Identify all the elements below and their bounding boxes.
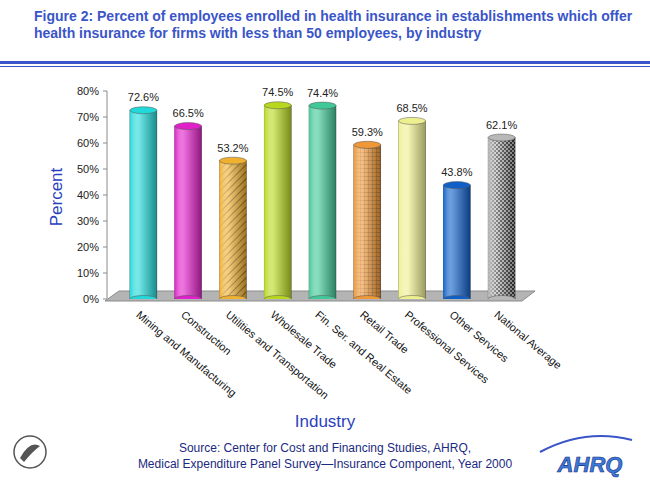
y-tick-label: 10% [77,267,99,279]
bar-shade [443,185,470,299]
y-tick [103,273,107,274]
data-label: 74.4% [307,87,338,99]
bar-base [264,296,291,300]
bar-base [399,296,426,300]
x-tick-label: Mining and Manufacturing [134,308,239,399]
bars [130,102,515,299]
bar [130,110,157,299]
bar-shade [264,105,291,299]
x-tick-label: National Average [492,308,564,371]
data-label: 62.1% [486,119,517,131]
y-tick-label: 70% [77,111,99,123]
title-rule [0,61,650,64]
y-tick-label: 20% [77,241,99,253]
bar-shade [175,126,202,299]
bar-base [130,296,157,300]
data-label: 68.5% [396,102,427,114]
bar-shade [309,106,336,299]
data-label: 43.8% [441,166,472,178]
bar [443,185,470,299]
y-tick [103,91,107,92]
data-label: 53.2% [217,142,248,154]
data-label: 74.5% [262,86,293,98]
bar-base [354,296,381,300]
x-tick-label: Professional Services [403,308,492,386]
bar-top [443,182,470,189]
y-tick-label: 0% [83,293,99,305]
y-tick [103,221,107,222]
y-tick-label: 30% [77,215,99,227]
y-tick-label: 40% [77,189,99,201]
data-label: 59.3% [352,126,383,138]
x-tick-label: Fin. Ser. and Real Estate [313,308,414,396]
bar-shade [354,145,381,299]
y-tick-label: 50% [77,163,99,175]
bar-top [130,107,157,114]
y-tick-label: 80% [77,85,99,97]
title-rule-thin [0,66,650,67]
bar-base [219,296,246,300]
bar [399,121,426,299]
y-tick [103,117,107,118]
bar [354,145,381,299]
bar [175,126,202,299]
chart: 0% 10% 20% 30% 40% 50% 60% 70% 80% Percent Industr… [0,0,650,487]
x-tick-label: Retail Trade [358,308,411,355]
y-axis-label: Percent [47,167,66,226]
bar-top [264,102,291,109]
bar-base [309,296,336,300]
bar-top [309,102,336,109]
hhs-logo-mark [20,445,40,463]
bar-base [175,296,202,300]
bar [264,105,291,299]
y-tick [103,195,107,196]
bar-base [488,296,515,300]
data-label: 72.6% [128,91,159,103]
bar-top [354,141,381,148]
bar-top [175,123,202,130]
y-tick [103,143,107,144]
hhs-logo [14,436,46,468]
bar-base [443,296,470,300]
bar-shade [130,110,157,299]
data-label: 66.5% [173,107,204,119]
bar-shade [399,121,426,299]
bar [309,106,336,299]
y-tick [103,247,107,248]
logo-text: AHRQ [557,452,623,477]
logo-arc [540,436,632,452]
source: Medical Expenditure Panel Survey—Insuran… [138,457,513,471]
bar-top [488,134,515,141]
source: Source: Center for Cost and Financing St… [179,441,471,455]
bar [488,138,515,299]
bar-top [219,157,246,164]
x-axis-label: Industry [295,412,356,431]
bar-shade [488,138,515,299]
bar-shade [219,161,246,299]
title: Figure 2: Percent of employees enrolled … [34,8,634,42]
y-tick [103,299,107,300]
y-tick-label: 60% [77,137,99,149]
y-tick [103,169,107,170]
bar [219,161,246,299]
bar-top [399,117,426,124]
